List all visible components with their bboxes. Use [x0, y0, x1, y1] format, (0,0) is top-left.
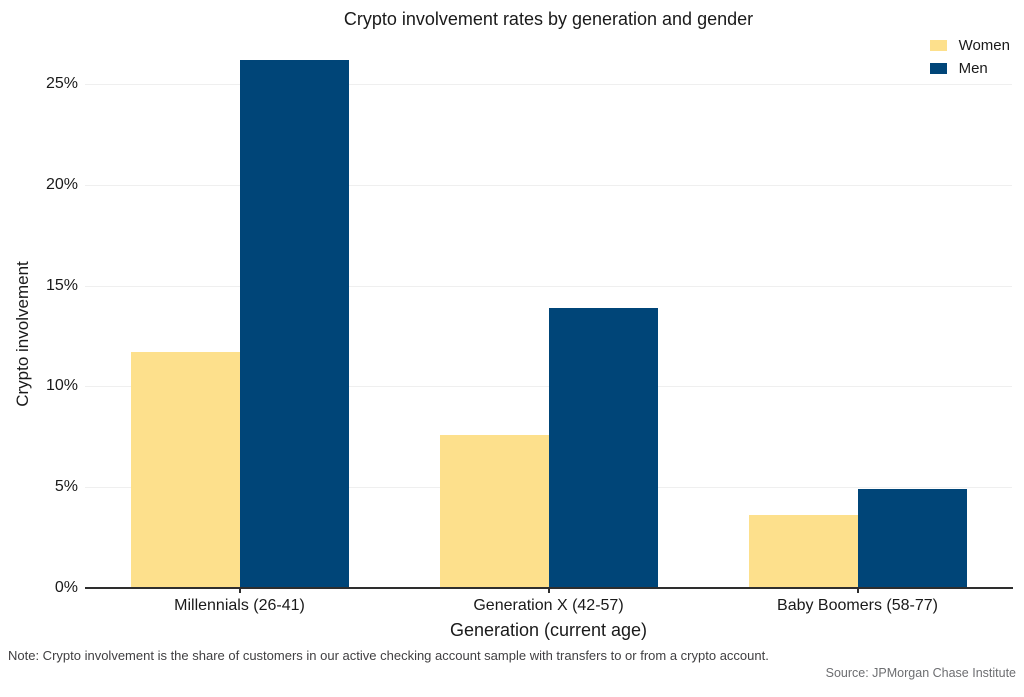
legend-item-women: Women: [929, 36, 1010, 54]
x-tick-millennials-26-41: [238, 588, 241, 593]
x-cat-label-millennials-26-41: Millennials (26-41): [174, 597, 305, 614]
y-tick-label-5: 5%: [54, 478, 78, 496]
legend-label-women: Women: [958, 36, 1010, 54]
gridline-15: [85, 285, 1012, 287]
legend: Women Men: [929, 36, 1010, 77]
gridline-25: [85, 84, 1012, 85]
bar-women-baby-boomers-58-77: [748, 515, 858, 588]
bar-women-millennials-26-41: [130, 352, 240, 588]
legend-label-men: Men: [958, 59, 988, 77]
y-tick-label-15: 15%: [45, 276, 78, 294]
x-cat-label-baby-boomers-58-77: Baby Boomers (58-77): [777, 597, 938, 614]
x-tick-generation-x-42-57: [547, 588, 550, 593]
bar-men-millennials-26-41: [239, 59, 349, 588]
y-tick-label-20: 20%: [45, 175, 78, 193]
chart-note: Note: Crypto involvement is the share of…: [8, 648, 769, 663]
y-tick-label-0: 0%: [54, 579, 78, 596]
bar-women-generation-x-42-57: [439, 434, 549, 588]
chart-title: Crypto involvement rates by generation a…: [343, 9, 754, 29]
bar-men-baby-boomers-58-77: [857, 489, 967, 588]
chart-source: Source: JPMorgan Chase Institute: [825, 666, 1016, 680]
y-tick-label-10: 10%: [45, 377, 78, 395]
legend-swatch-men-icon: [929, 62, 947, 74]
legend-item-men: Men: [929, 59, 1010, 77]
legend-swatch-women-icon: [929, 39, 947, 51]
x-axis-label: Generation (current age): [449, 620, 648, 640]
x-cat-label-generation-x-42-57: Generation X (42-57): [473, 597, 624, 614]
bar-men-generation-x-42-57: [548, 307, 658, 588]
gridline-20: [85, 184, 1012, 186]
x-tick-baby-boomers-58-77: [856, 588, 859, 593]
y-tick-label-25: 25%: [45, 75, 78, 92]
